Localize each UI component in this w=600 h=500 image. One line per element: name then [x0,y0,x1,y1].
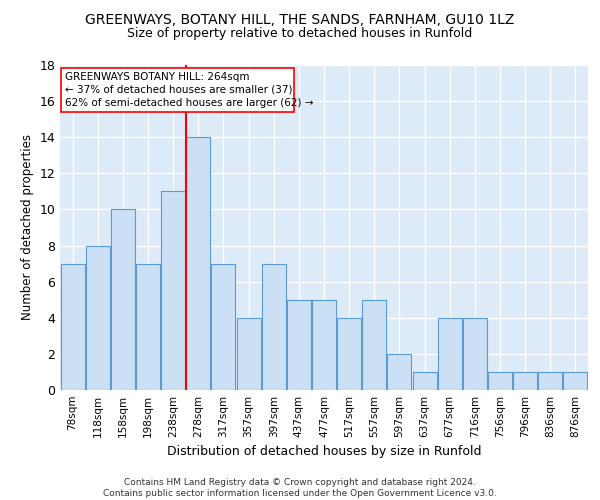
Bar [111,210,135,390]
Bar [488,372,512,390]
Bar [337,318,361,390]
Bar [187,137,210,390]
Bar [438,318,461,390]
Bar [362,300,386,390]
Bar [463,318,487,390]
Text: 62% of semi-detached houses are larger (62) →: 62% of semi-detached houses are larger (… [65,98,314,108]
Text: Contains HM Land Registry data © Crown copyright and database right 2024.
Contai: Contains HM Land Registry data © Crown c… [103,478,497,498]
Bar [538,372,562,390]
Text: Size of property relative to detached houses in Runfold: Size of property relative to detached ho… [127,28,473,40]
Y-axis label: Number of detached properties: Number of detached properties [21,134,34,320]
Bar [312,300,336,390]
Bar [136,264,160,390]
Text: GREENWAYS BOTANY HILL: 264sqm: GREENWAYS BOTANY HILL: 264sqm [65,72,250,82]
X-axis label: Distribution of detached houses by size in Runfold: Distribution of detached houses by size … [167,446,481,458]
Text: ← 37% of detached houses are smaller (37): ← 37% of detached houses are smaller (37… [65,85,293,95]
Bar [413,372,437,390]
Bar [287,300,311,390]
Bar [161,192,185,390]
Bar [211,264,235,390]
Bar [236,318,260,390]
Bar [388,354,412,390]
FancyBboxPatch shape [61,68,294,112]
Bar [86,246,110,390]
Bar [262,264,286,390]
Text: GREENWAYS, BOTANY HILL, THE SANDS, FARNHAM, GU10 1LZ: GREENWAYS, BOTANY HILL, THE SANDS, FARNH… [85,12,515,26]
Bar [513,372,537,390]
Bar [563,372,587,390]
Bar [61,264,85,390]
